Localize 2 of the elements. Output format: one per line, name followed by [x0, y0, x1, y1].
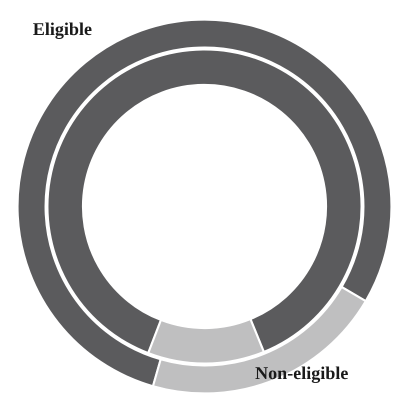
slice-label: Eligible [33, 22, 92, 40]
slice-label: Non-eligible [255, 366, 348, 384]
